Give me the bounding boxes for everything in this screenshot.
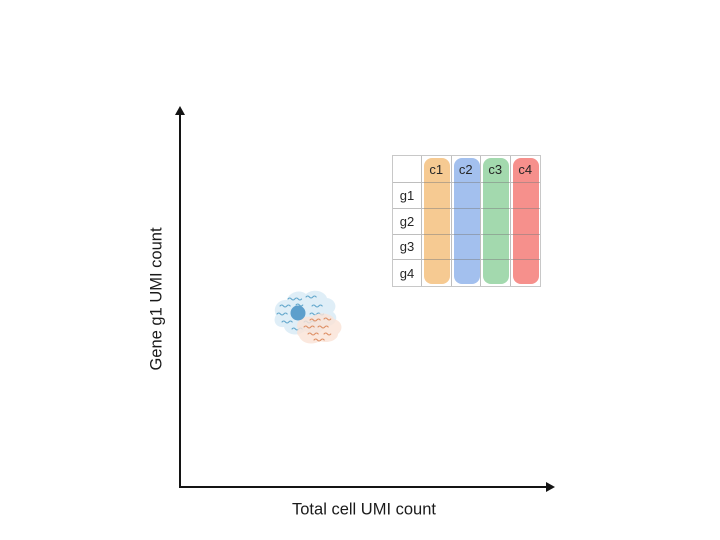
matrix-cell	[510, 183, 540, 209]
corner-cell	[393, 156, 422, 183]
matrix-cell	[481, 234, 511, 261]
matrix-cell	[451, 208, 481, 235]
matrix-cell	[481, 183, 511, 209]
matrix-cell	[422, 183, 452, 209]
column-header-c3: c3	[481, 156, 511, 183]
matrix-cell	[451, 183, 481, 209]
row-header-g4: g4	[393, 260, 422, 286]
matrix-cell	[452, 260, 481, 286]
x-axis-line	[179, 486, 548, 488]
nucleus	[290, 305, 306, 321]
y-axis-line	[179, 114, 181, 487]
column-highlight-c3	[483, 158, 509, 284]
matrix-cell	[481, 208, 511, 235]
column-highlight-c1	[424, 158, 450, 284]
matrix-cell	[422, 208, 452, 235]
gene-cell-matrix-table: c1 c2 c3 c4 g1 g2 g3 g4	[392, 155, 541, 287]
row-header-g1: g1	[393, 183, 422, 209]
matrix-cell	[422, 260, 452, 286]
cell-illustration	[274, 290, 342, 344]
peach-cell-body	[297, 313, 342, 344]
y-axis-arrowhead-icon	[175, 106, 185, 115]
matrix-cell	[422, 234, 452, 261]
x-axis-label: Total cell UMI count	[292, 500, 436, 519]
matrix-cell	[481, 260, 511, 286]
column-header-c1: c1	[422, 156, 452, 183]
matrix-grid: c1 c2 c3 c4 g1 g2 g3 g4	[393, 156, 540, 286]
peach-rna-squiggles	[303, 317, 332, 342]
row-header-g3: g3	[393, 234, 422, 261]
matrix-cell	[511, 260, 541, 286]
column-header-c4: c4	[510, 156, 540, 183]
column-highlight-c2	[453, 158, 480, 284]
x-axis-arrowhead-icon	[546, 482, 555, 492]
matrix-cell	[510, 235, 540, 261]
row-header-g2: g2	[393, 208, 422, 235]
column-header-c2: c2	[451, 156, 481, 183]
matrix-cell	[510, 209, 540, 235]
column-highlight-c4	[512, 158, 539, 284]
y-axis-label: Gene g1 UMI count	[147, 227, 166, 371]
matrix-cell	[451, 234, 481, 261]
